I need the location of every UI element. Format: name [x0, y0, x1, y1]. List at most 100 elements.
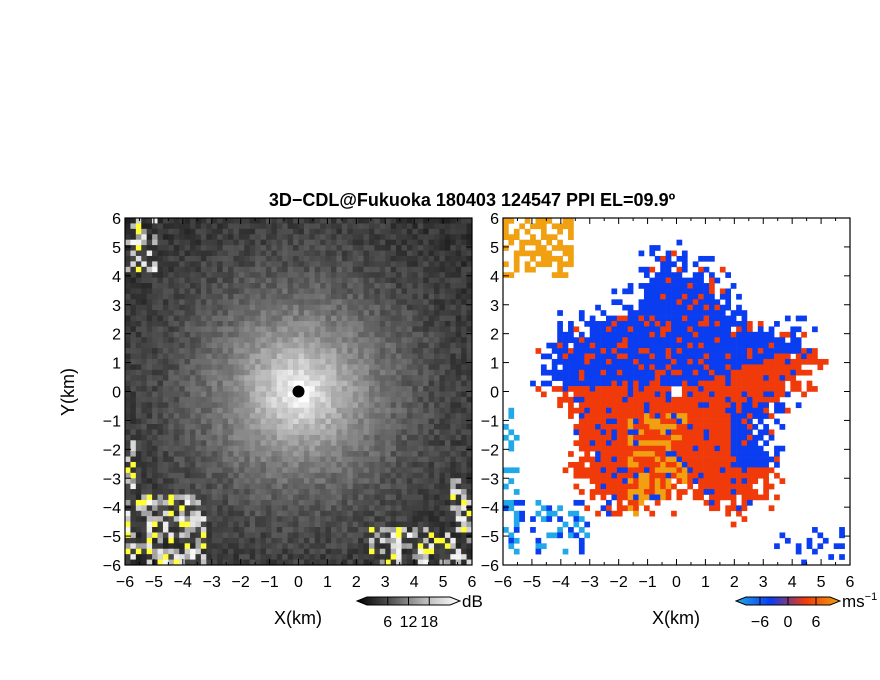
velocity-cell	[530, 255, 536, 262]
reflectivity-cell	[255, 489, 261, 495]
reflectivity-cell	[260, 489, 267, 495]
reflectivity-cell	[417, 434, 424, 441]
reflectivity-cell	[325, 494, 332, 501]
reflectivity-cell	[228, 456, 234, 463]
reflectivity-cell	[368, 499, 375, 506]
velocity-cell	[562, 218, 569, 224]
reflectivity-cell	[238, 532, 245, 539]
reflectivity-cell	[406, 266, 413, 273]
reflectivity-cell	[130, 277, 137, 284]
reflectivity-cell	[379, 272, 386, 278]
reflectivity-cell	[331, 527, 337, 533]
reflectivity-cell	[390, 505, 397, 512]
velocity-cell	[595, 331, 601, 338]
reflectivity-cell	[217, 543, 223, 550]
reflectivity-cell	[298, 478, 305, 484]
reflectivity-cell	[444, 418, 451, 425]
reflectivity-cell	[141, 277, 147, 284]
reflectivity-cell	[184, 266, 191, 273]
reflectivity-cell	[374, 228, 381, 235]
velocity-cell	[627, 499, 634, 506]
reflectivity-cell	[439, 283, 446, 289]
reflectivity-cell	[255, 261, 261, 268]
reflectivity-cell	[162, 245, 169, 251]
reflectivity-cell	[195, 380, 202, 387]
velocity-cell	[557, 386, 563, 392]
reflectivity-cell	[222, 445, 229, 452]
reflectivity-cell	[217, 375, 223, 381]
reflectivity-cell	[276, 440, 283, 447]
reflectivity-cell	[309, 537, 316, 544]
reflectivity-cell	[135, 429, 142, 436]
reflectivity-cell	[396, 218, 402, 224]
reflectivity-cell	[417, 272, 424, 278]
velocity-cell	[584, 440, 591, 447]
reflectivity-cell	[331, 266, 337, 273]
reflectivity-cell	[162, 483, 169, 490]
reflectivity-cell	[417, 396, 424, 403]
velocity-cell	[643, 321, 650, 327]
reflectivity-cell	[265, 380, 272, 387]
reflectivity-cell	[293, 358, 299, 365]
reflectivity-cell	[157, 255, 164, 262]
reflectivity-cell	[217, 456, 223, 463]
reflectivity-cell	[217, 342, 223, 349]
reflectivity-cell	[287, 559, 294, 566]
reflectivity-cell	[282, 532, 288, 539]
reflectivity-cell	[325, 386, 332, 392]
reflectivity-cell	[303, 440, 310, 447]
reflectivity-cell	[320, 418, 326, 425]
reflectivity-cell	[428, 418, 435, 425]
reflectivity-cell	[141, 337, 147, 343]
reflectivity-cell	[303, 402, 310, 409]
velocity-cell	[513, 234, 520, 240]
reflectivity-cell	[238, 304, 245, 311]
reflectivity-cell	[222, 516, 229, 522]
reflectivity-cell	[244, 358, 250, 365]
reflectivity-cell	[417, 537, 424, 544]
reflectivity-cell	[146, 310, 153, 316]
reflectivity-cell	[390, 239, 397, 246]
reflectivity-cell	[271, 218, 278, 224]
reflectivity-cell	[233, 456, 240, 463]
reflectivity-cell	[336, 505, 343, 512]
reflectivity-cell	[271, 310, 278, 316]
reflectivity-cell	[455, 369, 462, 376]
reflectivity-cell	[368, 548, 375, 555]
reflectivity-cell	[314, 228, 321, 235]
velocity-cell	[540, 380, 547, 387]
reflectivity-cell	[314, 467, 321, 474]
reflectivity-cell	[217, 245, 223, 251]
reflectivity-cell	[385, 261, 391, 268]
reflectivity-cell	[406, 358, 413, 365]
reflectivity-cell	[179, 337, 185, 343]
reflectivity-cell	[341, 255, 348, 262]
reflectivity-cell	[320, 283, 326, 289]
reflectivity-cell	[434, 326, 440, 333]
velocity-cell	[508, 413, 515, 419]
reflectivity-cell	[309, 369, 316, 376]
reflectivity-cell	[206, 478, 213, 484]
reflectivity-cell	[141, 304, 147, 311]
reflectivity-cell	[341, 272, 348, 278]
reflectivity-cell	[401, 494, 408, 501]
reflectivity-cell	[374, 467, 381, 474]
velocity-cell	[584, 364, 591, 371]
reflectivity-cell	[200, 532, 207, 539]
reflectivity-cell	[368, 321, 375, 327]
reflectivity-cell	[233, 386, 240, 392]
reflectivity-cell	[466, 228, 473, 235]
reflectivity-cell	[331, 293, 337, 300]
reflectivity-cell	[184, 434, 191, 441]
reflectivity-cell	[303, 537, 310, 544]
reflectivity-cell	[271, 445, 278, 452]
reflectivity-cell	[439, 510, 446, 517]
reflectivity-cell	[320, 505, 326, 512]
reflectivity-cell	[211, 228, 218, 235]
reflectivity-cell	[450, 461, 457, 468]
reflectivity-cell	[179, 277, 185, 284]
reflectivity-cell	[130, 483, 137, 490]
reflectivity-cell	[293, 483, 299, 490]
reflectivity-cell	[368, 239, 375, 246]
reflectivity-cell	[396, 337, 402, 343]
